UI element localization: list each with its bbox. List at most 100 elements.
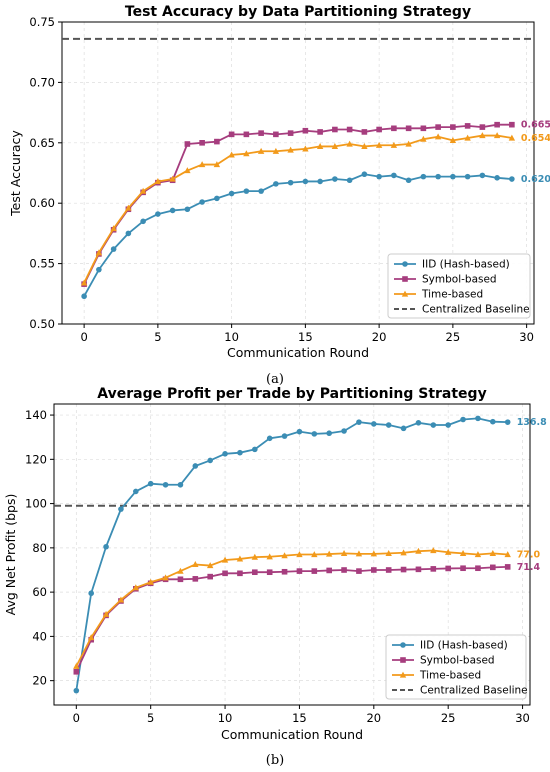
data-point-time [311, 551, 318, 558]
data-point-iid [140, 218, 146, 225]
data-point-time [221, 556, 229, 563]
end-value-label-iid: 0.620 [521, 174, 550, 185]
y-axis-label: Avg Net Profit (bps) [3, 494, 18, 616]
data-point-iid [460, 416, 466, 423]
data-point-symbol [435, 124, 441, 130]
data-point-time [102, 610, 110, 617]
data-point-iid [356, 419, 362, 425]
data-point-time [508, 134, 516, 141]
data-point-iid [199, 199, 205, 205]
data-point-iid [445, 422, 451, 428]
data-point-symbol [192, 576, 199, 582]
data-point-time [316, 143, 324, 150]
data-point-symbol [405, 125, 412, 132]
data-point-symbol [385, 567, 392, 573]
y-tick-label: 0.65 [29, 136, 55, 150]
data-point-symbol [371, 567, 377, 573]
data-point-symbol [420, 125, 427, 132]
series-iid [73, 415, 511, 694]
data-point-iid [252, 446, 258, 453]
data-point-symbol [376, 126, 382, 133]
data-point-iid [237, 449, 243, 456]
data-point-symbol [346, 126, 353, 133]
data-point-iid [400, 425, 407, 432]
data-point-iid [341, 428, 347, 434]
data-point-time [474, 551, 482, 558]
data-point-symbol [296, 568, 303, 574]
data-point-time [257, 147, 265, 154]
profit-chart: Average Profit per Trade by Partitioning… [3, 386, 547, 768]
x-tick-label: 10 [224, 330, 239, 344]
data-point-symbol [504, 564, 511, 570]
y-tick-label: 80 [32, 541, 47, 555]
x-axis-label: Communication Round [227, 345, 369, 360]
data-point-time [479, 132, 486, 139]
data-point-iid [103, 543, 109, 550]
y-tick-label: 0.50 [29, 317, 55, 331]
data-point-symbol [361, 129, 368, 135]
series-time [80, 132, 516, 286]
y-tick-label: 0.55 [29, 257, 55, 271]
data-point-time [325, 550, 333, 557]
data-point-iid [415, 420, 422, 426]
data-point-time [243, 150, 250, 157]
data-point-symbol [391, 125, 397, 132]
data-point-symbol [400, 566, 407, 573]
data-point-iid [391, 172, 397, 179]
data-point-time [80, 279, 88, 286]
data-point-time [464, 134, 471, 141]
data-point-time [139, 187, 147, 194]
y-tick-label: 140 [25, 408, 47, 422]
data-point-time [117, 596, 125, 603]
data-point-symbol [228, 131, 235, 138]
chart-title: Test Accuracy by Data Partitioning Strat… [125, 4, 471, 20]
data-point-iid [214, 195, 220, 202]
data-point-time [504, 551, 511, 558]
legend: IID (Hash-based) Symbol-based Time-based Ce… [387, 253, 531, 319]
y-tick-label: 0.60 [29, 196, 55, 210]
x-tick-label: 5 [154, 330, 161, 344]
data-point-symbol [460, 565, 466, 572]
data-point-iid [346, 177, 353, 184]
data-point-iid [479, 172, 486, 179]
x-tick-label: 10 [218, 711, 233, 725]
data-point-iid [435, 173, 441, 180]
data-point-iid [147, 480, 154, 487]
data-point-symbol [214, 138, 220, 145]
data-point-symbol [222, 570, 228, 577]
data-point-time [444, 548, 452, 555]
series-line-time [75, 549, 508, 667]
data-point-time [213, 161, 221, 168]
end-value-label-time: 77.0 [517, 550, 541, 561]
data-point-time [87, 634, 95, 641]
data-point-time [287, 146, 294, 153]
data-point-symbol [199, 140, 205, 146]
x-axis-label: Communication Round [221, 727, 363, 742]
data-point-symbol [177, 576, 184, 583]
data-point-time [177, 567, 184, 574]
data-point-symbol [430, 566, 437, 572]
data-point-symbol [341, 567, 347, 573]
data-point-iid [490, 418, 496, 425]
data-point-symbol [494, 121, 500, 128]
data-point-iid [376, 173, 382, 180]
data-point-symbol [356, 568, 362, 574]
data-point-symbol [252, 569, 258, 576]
data-point-iid [475, 415, 481, 422]
data-point-iid [317, 178, 323, 185]
data-point-time [110, 225, 117, 232]
data-point-symbol [73, 669, 80, 675]
legend-label-baseline: Centralized Baseline [422, 304, 530, 316]
data-point-time [405, 140, 412, 147]
data-point-time [420, 135, 427, 142]
data-point-symbol [237, 570, 243, 577]
x-tick-label: 20 [366, 711, 381, 725]
data-point-symbol [302, 127, 309, 134]
data-point-iid [509, 176, 515, 182]
data-point-iid [177, 481, 184, 488]
data-point-symbol [287, 130, 294, 136]
data-point-time [346, 140, 353, 147]
end-value-label-symbol: 0.665 [521, 120, 550, 131]
data-point-time [162, 574, 169, 581]
